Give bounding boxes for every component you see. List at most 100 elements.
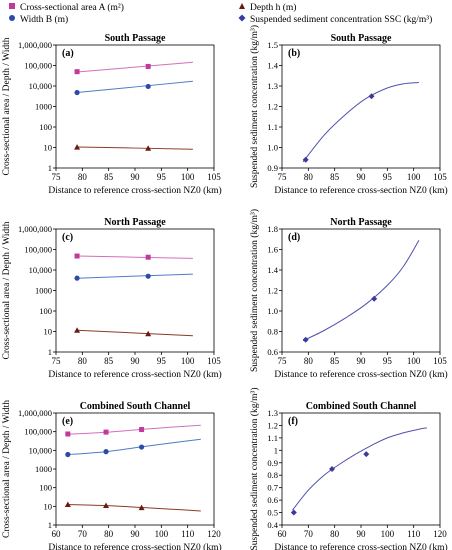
data-point [145, 145, 152, 151]
y-tick-label: 1000 [35, 464, 52, 474]
chart-panel-4 [279, 228, 441, 355]
x-axis-label: Distance to reference cross-section NZ0 … [274, 185, 447, 196]
y-tick-label: 1000 [35, 102, 52, 112]
legend-label-width: Width B (m) [20, 15, 69, 26]
y-tick-label: 1,000,000 [18, 408, 52, 418]
y-tick-label: 100 [39, 306, 52, 316]
panel-label: (c) [62, 232, 73, 243]
data-point [371, 295, 378, 302]
y-tick-label: 1 [274, 445, 278, 455]
y-tick-label: 0.5 [267, 508, 278, 518]
x-tick-label: 75 [278, 172, 288, 182]
x-tick-label: 85 [104, 356, 114, 366]
series-line [77, 146, 193, 150]
data-point [139, 427, 145, 433]
chart-title: South Passage [331, 33, 392, 44]
data-point [65, 451, 71, 458]
legend-item-width: Width B (m) [8, 14, 68, 26]
y-tick-label: 1.2 [267, 286, 278, 296]
series-line [302, 82, 419, 163]
panel-label: (f) [288, 416, 298, 427]
y-tick-label: 10 [44, 143, 53, 153]
panel-label: (e) [62, 416, 73, 427]
legend-item-ssc: Suspended sediment concentration SSC (kg… [238, 14, 432, 26]
legend-label-depth: Depth h (m) [250, 3, 297, 14]
x-tick-label: 120 [433, 529, 447, 539]
data-point [138, 504, 145, 511]
y-tick-label: 10 [44, 327, 53, 337]
chart-panel-2 [279, 44, 441, 171]
triangle-marker-icon [238, 2, 246, 14]
series-line [302, 240, 420, 342]
series-line [77, 61, 193, 73]
chart-title: North Passage [104, 217, 166, 228]
legend: Cross-sectional area A (m²) Width B (m) … [0, 0, 452, 30]
circle-marker-icon [8, 14, 16, 26]
legend-label-ssc: Suspended sediment concentration SSC (kg… [250, 15, 433, 26]
x-tick-label: 95 [383, 172, 393, 182]
y-tick-label: 1,000,000 [18, 224, 52, 234]
y-tick-label: 1 [48, 163, 52, 173]
x-tick-label: 105 [433, 356, 447, 366]
x-tick-label: 90 [131, 172, 141, 182]
series-line [66, 424, 201, 435]
x-tick-label: 75 [278, 356, 288, 366]
x-tick-label: 95 [157, 356, 167, 366]
y-tick-label: 1.8 [267, 224, 278, 234]
y-tick-label: 0.8 [267, 327, 278, 337]
series-line [77, 80, 193, 93]
x-tick-label: 80 [304, 356, 314, 366]
y-tick-label: 1.6 [267, 245, 278, 255]
x-tick-label: 90 [131, 356, 141, 366]
y-axis-label: Cross-sectional area / Depth / Width [2, 221, 12, 359]
series-line [77, 273, 193, 279]
y-tick-label: 1.0 [267, 143, 278, 153]
y-tick-label: 1 [48, 520, 52, 530]
data-point [65, 431, 71, 437]
y-tick-label: 0.6 [267, 495, 278, 505]
y-tick-label: 1.2 [267, 420, 278, 430]
chart-panel-3 [53, 228, 215, 355]
panel-label: (a) [62, 48, 74, 59]
x-tick-label: 95 [383, 356, 393, 366]
plot-frame [55, 228, 215, 353]
x-tick-label: 60 [52, 529, 62, 539]
y-axis-label: Suspended sediment concentration (kg/m³) [249, 209, 260, 372]
data-point [145, 83, 151, 90]
y-tick-label: 10,000 [29, 445, 52, 455]
y-tick-label: 10,000 [29, 265, 52, 275]
x-tick-label: 110 [407, 529, 421, 539]
data-point [368, 93, 375, 100]
data-point [103, 449, 109, 455]
data-point [74, 327, 81, 333]
x-tick-label: 100 [381, 529, 395, 539]
x-tick-label: 85 [104, 172, 114, 182]
data-point [363, 451, 370, 458]
y-tick-label: 100 [39, 122, 52, 132]
y-tick-label: 1,000,000 [18, 40, 52, 50]
plot-frame [281, 44, 441, 169]
data-point [145, 330, 152, 337]
y-tick-label: 1.3 [267, 408, 278, 418]
x-tick-label: 110 [181, 529, 195, 539]
y-tick-label: 1.1 [267, 122, 278, 132]
x-tick-label: 100 [181, 356, 195, 366]
x-tick-label: 100 [155, 529, 169, 539]
y-tick-label: 10,000 [29, 81, 52, 91]
x-tick-label: 85 [330, 172, 340, 182]
x-tick-label: 90 [131, 529, 141, 539]
x-tick-label: 95 [157, 172, 167, 182]
plot-frame [281, 228, 441, 353]
y-tick-label: 100 [39, 483, 52, 493]
series-line [292, 427, 427, 511]
series-line [77, 255, 193, 259]
y-tick-label: 10 [44, 501, 53, 511]
x-axis-label: Distance to reference cross-section NZ0 … [48, 542, 221, 550]
x-tick-label: 105 [207, 172, 221, 182]
x-tick-label: 100 [407, 172, 421, 182]
panel-label: (b) [288, 48, 300, 59]
chart-title: North Passage [330, 217, 392, 228]
data-point [145, 63, 151, 69]
data-point [302, 336, 309, 343]
data-point [74, 89, 80, 96]
